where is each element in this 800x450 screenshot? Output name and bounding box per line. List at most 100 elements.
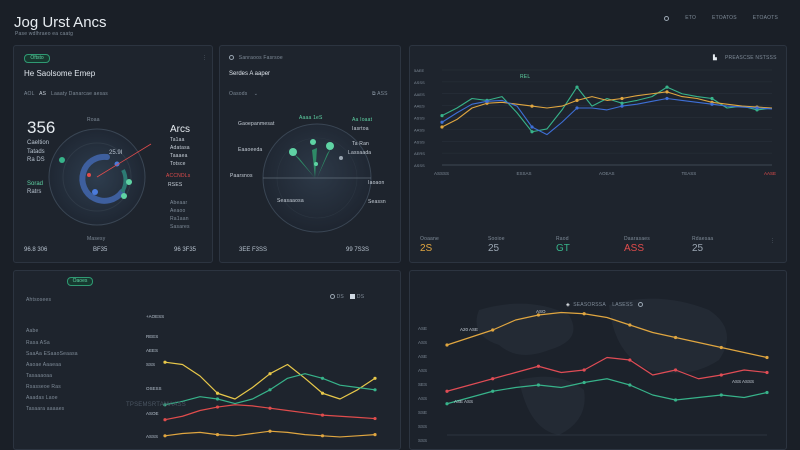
- filter-prefix: AOL: [24, 91, 35, 97]
- data-point: [710, 102, 714, 106]
- arcs-item-2: Adatasa: [170, 145, 190, 151]
- settings-icon[interactable]: [664, 15, 670, 21]
- map-legend-dot-icon[interactable]: [637, 302, 643, 308]
- ring-node-3: [126, 179, 132, 185]
- summary-pill[interactable]: Oftsto: [24, 54, 50, 63]
- bookmark-icon[interactable]: ▙: [713, 55, 718, 61]
- data-point: [373, 388, 377, 392]
- stat-value: ASS: [624, 243, 645, 254]
- data-point: [710, 96, 714, 101]
- y-tick-label: SSS: [146, 362, 155, 367]
- header-link-2[interactable]: ETOATOS: [712, 15, 737, 21]
- arcs-item-1: Ta1aa: [170, 137, 185, 143]
- arcs-red-label-2: RSES: [168, 182, 183, 188]
- globe-node-1: [289, 148, 297, 156]
- map-legend[interactable]: ◈ SEASORSSA LASESS: [566, 302, 643, 308]
- data-point: [445, 402, 449, 406]
- data-point: [673, 335, 678, 340]
- list-item[interactable]: Aabe: [26, 328, 39, 334]
- data-point: [320, 391, 325, 395]
- x-tick-label: AOEAS: [599, 171, 615, 176]
- summary-title: He Saolsome Emep: [24, 69, 96, 78]
- scatter-right-1: Aa Ioaat: [352, 117, 373, 123]
- y-tick-label: SES: [418, 382, 427, 387]
- data-point: [628, 323, 632, 327]
- list-item[interactable]: Tasaara aaaaes: [26, 406, 65, 412]
- y-tick-label: ASSS: [146, 434, 158, 439]
- ring-node-5: [121, 193, 127, 199]
- ring-node-6: [87, 173, 91, 177]
- data-point: [440, 125, 444, 129]
- ring-node-4: [92, 189, 98, 195]
- square-icon[interactable]: [350, 294, 356, 300]
- circle-icon[interactable]: [229, 55, 234, 61]
- summary-filter[interactable]: AOL AS Laaaty Danarcae aesas: [24, 91, 108, 97]
- data-point: [765, 390, 769, 395]
- shield-icon: ◈: [566, 302, 571, 308]
- data-point: [665, 85, 669, 89]
- trend-title: PREASCSE NSTSSS: [725, 55, 777, 61]
- stat-value: 25: [488, 243, 500, 254]
- y-tick-label: ASSS: [414, 116, 425, 121]
- data-point: [215, 397, 220, 401]
- series-line-3: [446, 378, 768, 405]
- data-point: [575, 85, 579, 89]
- y-tick-label: AAES: [414, 92, 425, 97]
- data-point: [628, 383, 632, 387]
- scatter-title: Serdes A aaper: [229, 71, 271, 77]
- y-tick-label: ASE: [418, 326, 427, 331]
- side-label-1: Caeltion: [27, 140, 50, 146]
- y-tick-label: AERS: [414, 151, 425, 156]
- data-point: [620, 101, 624, 105]
- data-point: [491, 389, 495, 393]
- arcs-item-4: Totsce: [170, 161, 186, 167]
- arcs-item-3: Taaaea: [170, 153, 188, 159]
- data-point: [765, 355, 769, 360]
- header-link-1[interactable]: ETO: [685, 15, 697, 21]
- data-point: [665, 90, 669, 94]
- ring-top-label: Roaa: [87, 117, 100, 123]
- list-item[interactable]: Aaoae Aaaeaa: [26, 362, 62, 368]
- radio-icon[interactable]: [330, 294, 335, 300]
- ring-pointer: [96, 143, 152, 178]
- scatter-select[interactable]: Oasods ⌄: [229, 91, 258, 97]
- list-item[interactable]: Rsasseoe Ras: [26, 384, 61, 390]
- scatter-right-3: Ta Ran: [352, 141, 370, 147]
- more-icon[interactable]: ⋮: [202, 55, 208, 61]
- header-link-3[interactable]: ETOAOTS: [752, 15, 778, 21]
- ring-bottom-label: Masesy: [87, 236, 106, 242]
- data-point: [620, 96, 624, 101]
- scatter-select-right[interactable]: ⧉ ASS: [372, 91, 388, 97]
- data-point: [215, 405, 220, 409]
- summary-footer-2: BF35: [93, 247, 108, 253]
- arcs-item-7: Ra1aan: [170, 216, 189, 222]
- arcs-red-label: ACCNDLs: [166, 173, 191, 179]
- list-item[interactable]: Rasa ASa: [26, 340, 50, 346]
- arcs-item-6: Aeaoo: [170, 208, 186, 214]
- list-item[interactable]: Aaadas Laoe: [26, 395, 58, 401]
- map-legend-2: LASESS: [612, 302, 633, 308]
- data-point: [373, 376, 377, 380]
- scatter-right-4: Lassaada: [348, 150, 372, 156]
- trend-panel: [409, 45, 787, 263]
- arcs-item-5: Abeaar: [170, 200, 188, 206]
- stats-more-icon[interactable]: ⋮: [770, 238, 776, 244]
- y-tick-label: ASE: [418, 354, 427, 359]
- list-item[interactable]: Tasaaaoaa: [26, 373, 53, 379]
- scatter-right-5: Iaoaon: [368, 180, 385, 186]
- scatter-bottom-label: Seasaaosa: [277, 198, 304, 204]
- y-tick-label: AAES: [414, 104, 425, 109]
- activity-controls[interactable]: DS DS: [330, 294, 364, 300]
- data-point: [268, 372, 272, 376]
- scatter-mid-label-2: Eaaoeeda: [238, 147, 263, 153]
- activity-pill[interactable]: Oaoes: [67, 277, 93, 286]
- stat-value: 2S: [420, 243, 433, 254]
- series-line-1: [441, 86, 773, 133]
- activity-control-1: DS: [336, 294, 344, 300]
- summary-footer-1: 96.8 306: [24, 247, 48, 253]
- y-tick-label: SSS: [418, 438, 427, 443]
- list-item[interactable]: SaaAa ESaaoSeaasa: [26, 351, 78, 357]
- data-point: [582, 368, 586, 372]
- data-point: [530, 125, 534, 129]
- side-label-2: Tatads: [27, 149, 45, 155]
